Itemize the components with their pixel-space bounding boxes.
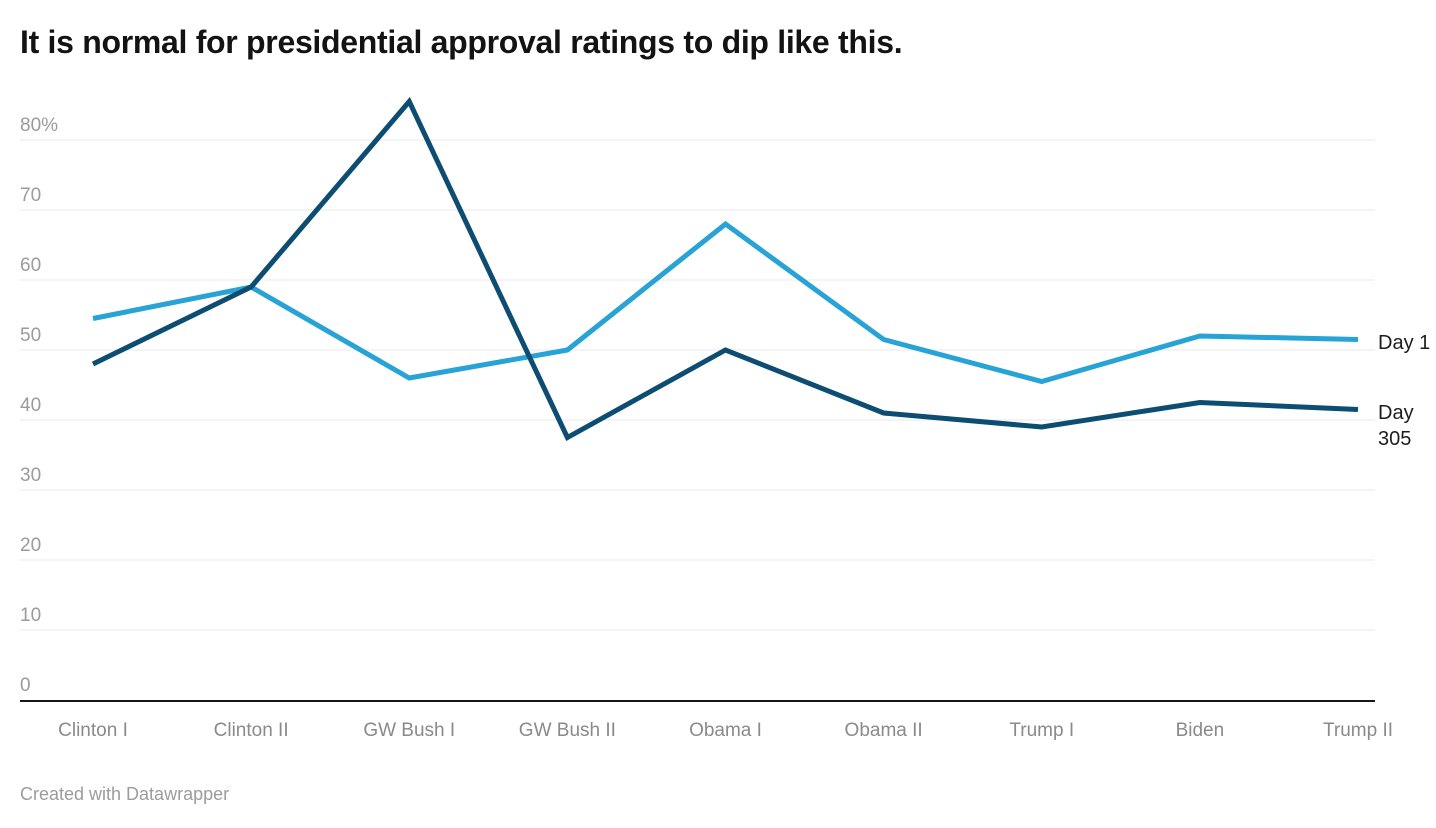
y-axis-tick-label: 10 — [20, 605, 41, 626]
series-label-day-1: Day 1 — [1378, 331, 1431, 354]
y-axis-tick-label: 80% — [20, 115, 58, 136]
x-axis-category-label: GW Bush I — [363, 720, 455, 741]
y-axis-tick-label: 0 — [20, 675, 31, 696]
x-axis-category-label: GW Bush II — [519, 720, 616, 741]
x-axis-category-label: Clinton II — [214, 720, 289, 741]
x-axis-category-label: Trump I — [1009, 720, 1074, 741]
y-axis-tick-label: 70 — [20, 185, 41, 206]
x-axis-category-label: Clinton I — [58, 720, 128, 741]
x-axis-category-label: Biden — [1176, 720, 1225, 741]
chart-title: It is normal for presidential approval r… — [20, 24, 903, 60]
series-line-day-305 — [91, 96, 1359, 441]
y-axis-tick-label: 40 — [20, 395, 41, 416]
y-axis-tick-label: 20 — [20, 535, 41, 556]
x-axis-category-label: Obama II — [845, 720, 923, 741]
series-label-day-305: Day 305 — [1378, 401, 1414, 450]
attribution-text: Created with Datawrapper — [20, 784, 230, 804]
x-axis-category-label: Trump II — [1323, 720, 1393, 741]
y-axis-tick-label: 30 — [20, 465, 41, 486]
x-axis-category-label: Obama I — [689, 720, 762, 741]
series-line-day-1 — [92, 220, 1359, 385]
y-axis-tick-label: 60 — [20, 255, 41, 276]
y-axis-tick-label: 50 — [20, 325, 41, 346]
